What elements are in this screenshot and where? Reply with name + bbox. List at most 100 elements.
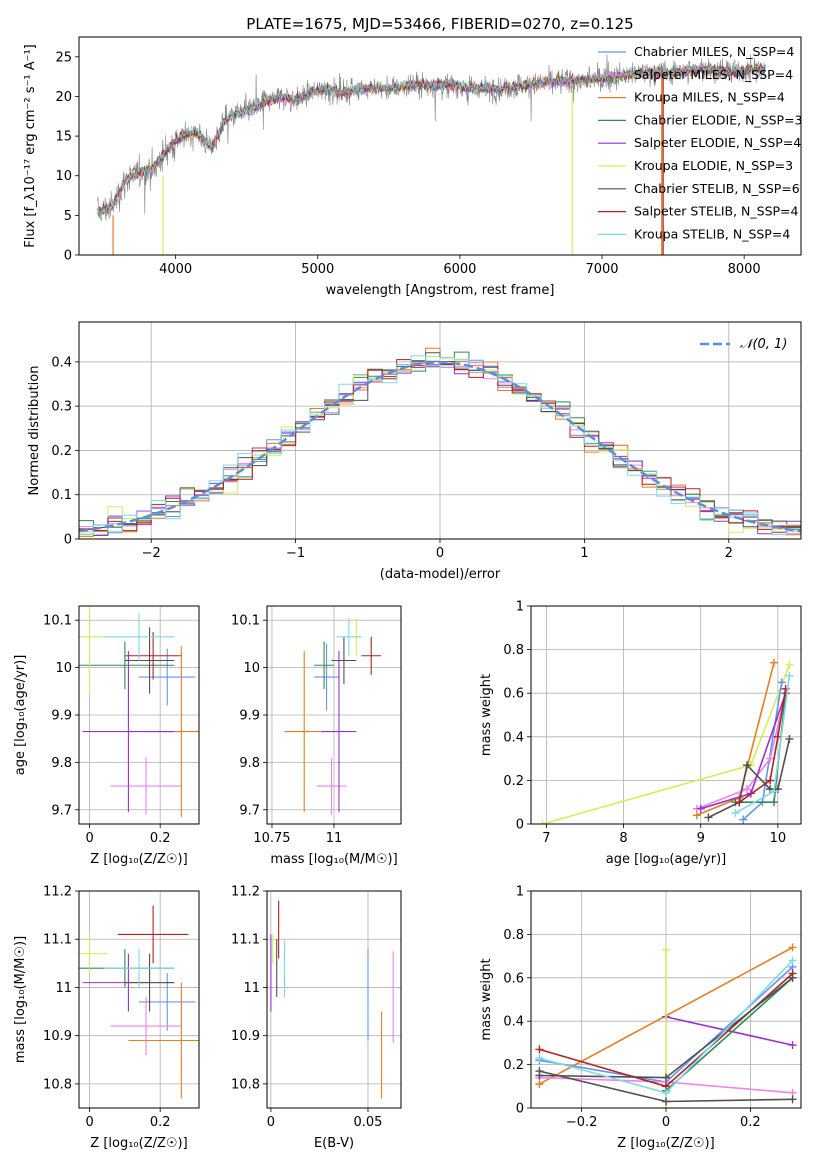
plot-area: [270, 900, 394, 1099]
weight-marker: [662, 945, 670, 954]
x-tick-label: −0.2: [566, 1115, 598, 1130]
x-tick-label: 7: [542, 831, 550, 846]
y-tick-label: 10: [55, 169, 72, 184]
age-vs-mass-panel: 10.75 11 9.7 9.8 9.9 10 10.1 mass [log₁₀(M/M☉)]: [231, 605, 402, 867]
spectrum-panel: 4000 5000 6000 7000 8000 0 5 10 15 20 25 wavelength…: [23, 36, 803, 298]
y-axis-label: mass weight: [479, 674, 494, 756]
y-tick-label: 0.4: [51, 355, 72, 370]
weight-vs-age-panel: 7 8 9 10 0 0.2 0.4 0.6 0.8 1 age [log₁₀(age/yr)] ma…: [479, 600, 802, 867]
x-axis-label: Z [log₁₀(Z/Z☉)]: [90, 1136, 187, 1151]
weight-marker: [785, 660, 794, 669]
x-tick-label: −1: [286, 546, 305, 561]
y-tick-label: 10.8: [43, 1077, 72, 1092]
y-tick-label: 10: [55, 661, 72, 676]
y-tick-label: 0.2: [503, 1058, 524, 1073]
y-tick-label: 10.9: [231, 1029, 260, 1044]
x-tick-label: 0.05: [354, 1115, 383, 1130]
y-tick-label: 0.2: [503, 774, 524, 789]
y-tick-label: 1: [516, 885, 524, 900]
y-tick-label: 9.8: [239, 756, 260, 771]
y-tick-label: 10.1: [43, 614, 72, 629]
y-tick-label: 0.6: [503, 687, 524, 702]
weight-marker: [662, 1073, 670, 1082]
axes-frame: [78, 890, 200, 1109]
weight-marker: [743, 761, 751, 770]
y-tick-label: 10.1: [231, 614, 260, 629]
y-tick-label: 9.8: [51, 756, 72, 771]
weight-marker: [788, 1041, 797, 1050]
x-tick-label: 0: [436, 546, 444, 561]
weight-marker: [662, 1097, 670, 1106]
weight-marker: [788, 943, 797, 952]
plot-area: [97, 54, 766, 255]
y-tick-label: 10: [243, 661, 260, 676]
x-tick-label: 10.75: [253, 831, 290, 846]
weight-marker: [535, 1071, 544, 1080]
plot-area: [79, 606, 199, 817]
y-tick-label: 9.9: [51, 709, 72, 724]
weight-line: [665, 1016, 793, 1046]
legend-label: Kroupa ELODIE, N_SSP=3: [634, 158, 793, 173]
mass-vs-metallicity-panel: 0 0.2 10.8 10.9 11 11.1 11.2 Z [log₁₀(Z/Z☉)] mas…: [13, 885, 200, 1151]
y-tick-label: 0: [516, 818, 524, 833]
weight-marker: [735, 798, 744, 807]
legend-label: Chabrier MILES, N_SSP=4: [634, 44, 794, 59]
weight-marker: [731, 809, 740, 818]
y-tick-label: 0.8: [503, 643, 524, 658]
y-tick-label: 9.7: [239, 803, 260, 818]
weight-marker: [770, 787, 778, 796]
weight-marker: [785, 671, 794, 680]
x-tick-label: 2: [725, 546, 733, 561]
x-axis-label: (data-model)/error: [380, 567, 501, 582]
age-vs-metallicity-panel: 0 0.2 9.7 9.8 9.9 10 10.1 Z [log₁₀(Z/Z☉)] age [l…: [13, 605, 200, 867]
axes-frame: [78, 36, 802, 256]
axes-frame: [530, 890, 802, 1109]
weight-marker: [788, 1095, 797, 1104]
y-tick-label: 0.6: [503, 971, 524, 986]
x-axis-label: age [log₁₀(age/yr)]: [606, 852, 727, 867]
y-tick-label: 0.4: [503, 730, 524, 745]
x-tick-label: 0.2: [150, 831, 171, 846]
plot-area: [538, 658, 794, 824]
weight-line: [735, 675, 791, 814]
legend-label: Salpeter MILES, N_SSP=4: [634, 67, 793, 82]
y-tick-label: 5: [64, 209, 72, 224]
model-spectrum-line: [97, 62, 766, 215]
figure-title: PLATE=1675, MJD=53466, FIBERID=0270, z=0…: [246, 15, 633, 33]
x-tick-label: 0: [85, 1115, 93, 1130]
y-tick-label: 9.9: [239, 709, 260, 724]
y-tick-label: 11: [243, 981, 260, 996]
mass-vs-extinction-panel: 0 0.05 10.8 10.9 11 11.1 11.2 E(B-V): [231, 885, 402, 1151]
legend-label: Chabrier ELODIE, N_SSP=3: [634, 112, 803, 127]
x-axis-label: mass [log₁₀(M/M☉)]: [270, 852, 397, 867]
weight-marker: [785, 734, 794, 743]
x-tick-label: 8: [619, 831, 627, 846]
x-tick-label: 5000: [301, 262, 334, 277]
weight-marker: [535, 1054, 544, 1063]
weight-marker: [777, 678, 786, 687]
y-tick-label: 11.2: [43, 885, 72, 900]
plot-area: [535, 943, 797, 1108]
x-axis-label: Z [log₁₀(Z/Z☉)]: [617, 1136, 714, 1151]
weight-vs-metallicity-panel: −0.2 0 0.2 0 0.2 0.4 0.6 0.8 1 Z [log₁₀(Z/Z☉)] mas…: [479, 885, 802, 1151]
y-tick-label: 15: [55, 130, 72, 145]
axes-frame: [78, 321, 802, 540]
legend-label: Kroupa MILES, N_SSP=4: [634, 90, 785, 105]
weight-marker: [766, 776, 775, 785]
weight-line: [696, 662, 775, 817]
y-tick-label: 1: [516, 600, 524, 615]
weight-marker: [770, 658, 778, 667]
axes-frame: [530, 605, 802, 825]
x-tick-label: −2: [142, 546, 161, 561]
y-axis-label: mass weight: [479, 958, 494, 1040]
y-tick-label: 0.1: [51, 488, 72, 503]
weight-marker: [662, 1088, 670, 1097]
plot-area: [79, 347, 801, 537]
y-tick-label: 11: [55, 981, 72, 996]
plot-area: [79, 905, 199, 1099]
legend-label: Kroupa STELIB, N_SSP=4: [634, 226, 790, 241]
weight-marker: [535, 1045, 544, 1054]
weight-line: [738, 688, 787, 803]
y-tick-label: 0.4: [503, 1015, 524, 1030]
